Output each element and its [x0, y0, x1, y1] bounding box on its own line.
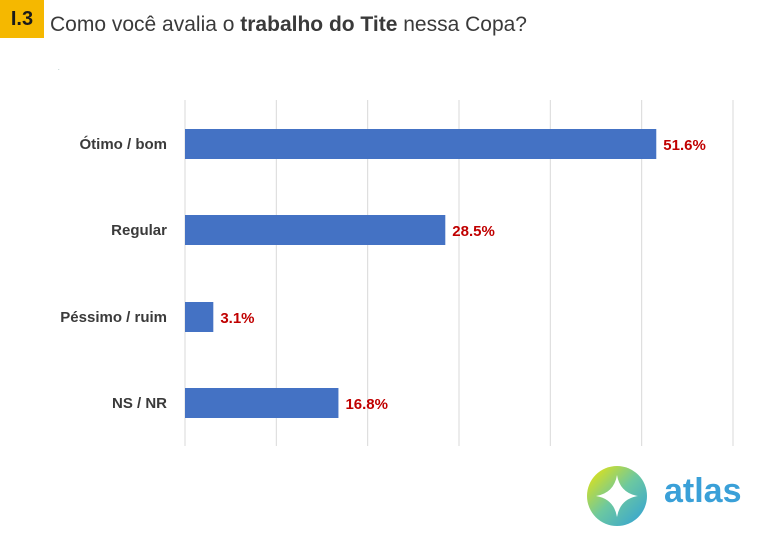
- chart-title: Como você avalia o trabalho do Tite ness…: [50, 13, 527, 37]
- atlas-compass-logo-icon: [587, 466, 647, 526]
- section-badge: I.3: [0, 0, 44, 38]
- category-label: Péssimo / ruim: [60, 309, 167, 326]
- value-label: 16.8%: [345, 396, 388, 413]
- category-label: Ótimo / bom: [80, 135, 168, 153]
- title-suffix: nessa Copa?: [397, 13, 527, 36]
- value-label: 3.1%: [220, 310, 254, 327]
- category-label: Regular: [111, 222, 167, 239]
- bar: [185, 129, 657, 159]
- category-label: NS / NR: [112, 395, 167, 412]
- value-label: 51.6%: [663, 137, 706, 154]
- title-prefix: Como você avalia o: [50, 13, 241, 36]
- bar: [185, 388, 339, 418]
- bar: [185, 302, 214, 332]
- bar: [185, 215, 446, 245]
- small-mark: .: [58, 66, 60, 72]
- title-emphasis: trabalho do Tite: [240, 13, 398, 36]
- value-label: 28.5%: [452, 223, 495, 240]
- logo-text: atlas: [664, 472, 742, 510]
